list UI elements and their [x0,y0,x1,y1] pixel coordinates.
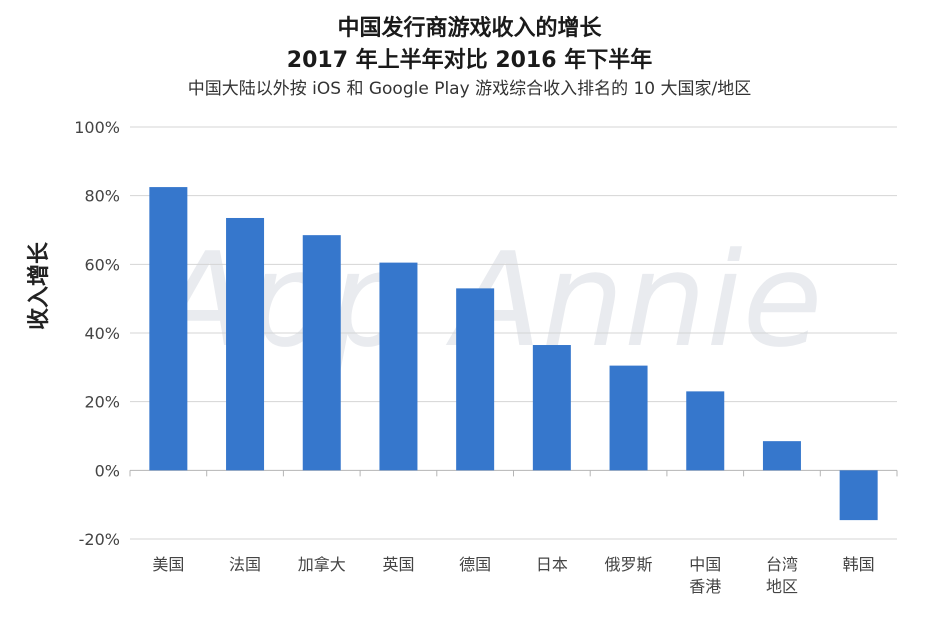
chart-title: 中国发行商游戏收入的增长 [337,16,602,41]
x-tick-label: 韩国 [843,555,875,574]
x-tick-label: 日本 [536,555,568,574]
x-tick-label: 英国 [382,555,414,574]
bar [379,262,418,471]
y-tick-label: 60% [84,255,120,274]
x-tick-label: 德国 [459,555,491,574]
bar [532,345,571,471]
x-tick-label: 法国 [229,555,261,574]
y-tick-label: 0% [95,461,120,480]
bar [302,235,341,471]
bar [456,288,495,471]
y-tick-label: 40% [84,324,120,343]
y-tick-label: 80% [84,187,120,206]
y-tick-label: -20% [79,530,120,549]
x-tick-label: 美国 [152,555,184,574]
x-tick-label: 中国香港 [689,555,721,596]
bar [149,187,188,471]
bar [609,365,648,471]
bars [149,187,878,521]
chart-title-line2: 2017 年上半年对比 2016 年下半年 [286,48,653,73]
bar [762,441,801,471]
bar [226,217,265,471]
chart-subtitle: 中国大陆以外按 iOS 和 Google Play 游戏综合收入排名的 10 大… [187,79,752,99]
x-ticks: 美国 法国 加拿大 英国 德国 日本 俄罗斯 中国香港 台湾地区 韩国 [152,555,874,596]
x-tick-label: 俄罗斯 [605,555,653,574]
x-tick-label: 台湾地区 [766,555,798,596]
bar [686,391,725,471]
bar [839,470,878,521]
y-tick-label: 20% [84,393,120,412]
x-tick-label: 加拿大 [298,555,346,574]
y-ticks: -20% 0% 20% 40% 60% 80% 100% [74,118,120,549]
y-tick-label: 100% [74,118,120,137]
